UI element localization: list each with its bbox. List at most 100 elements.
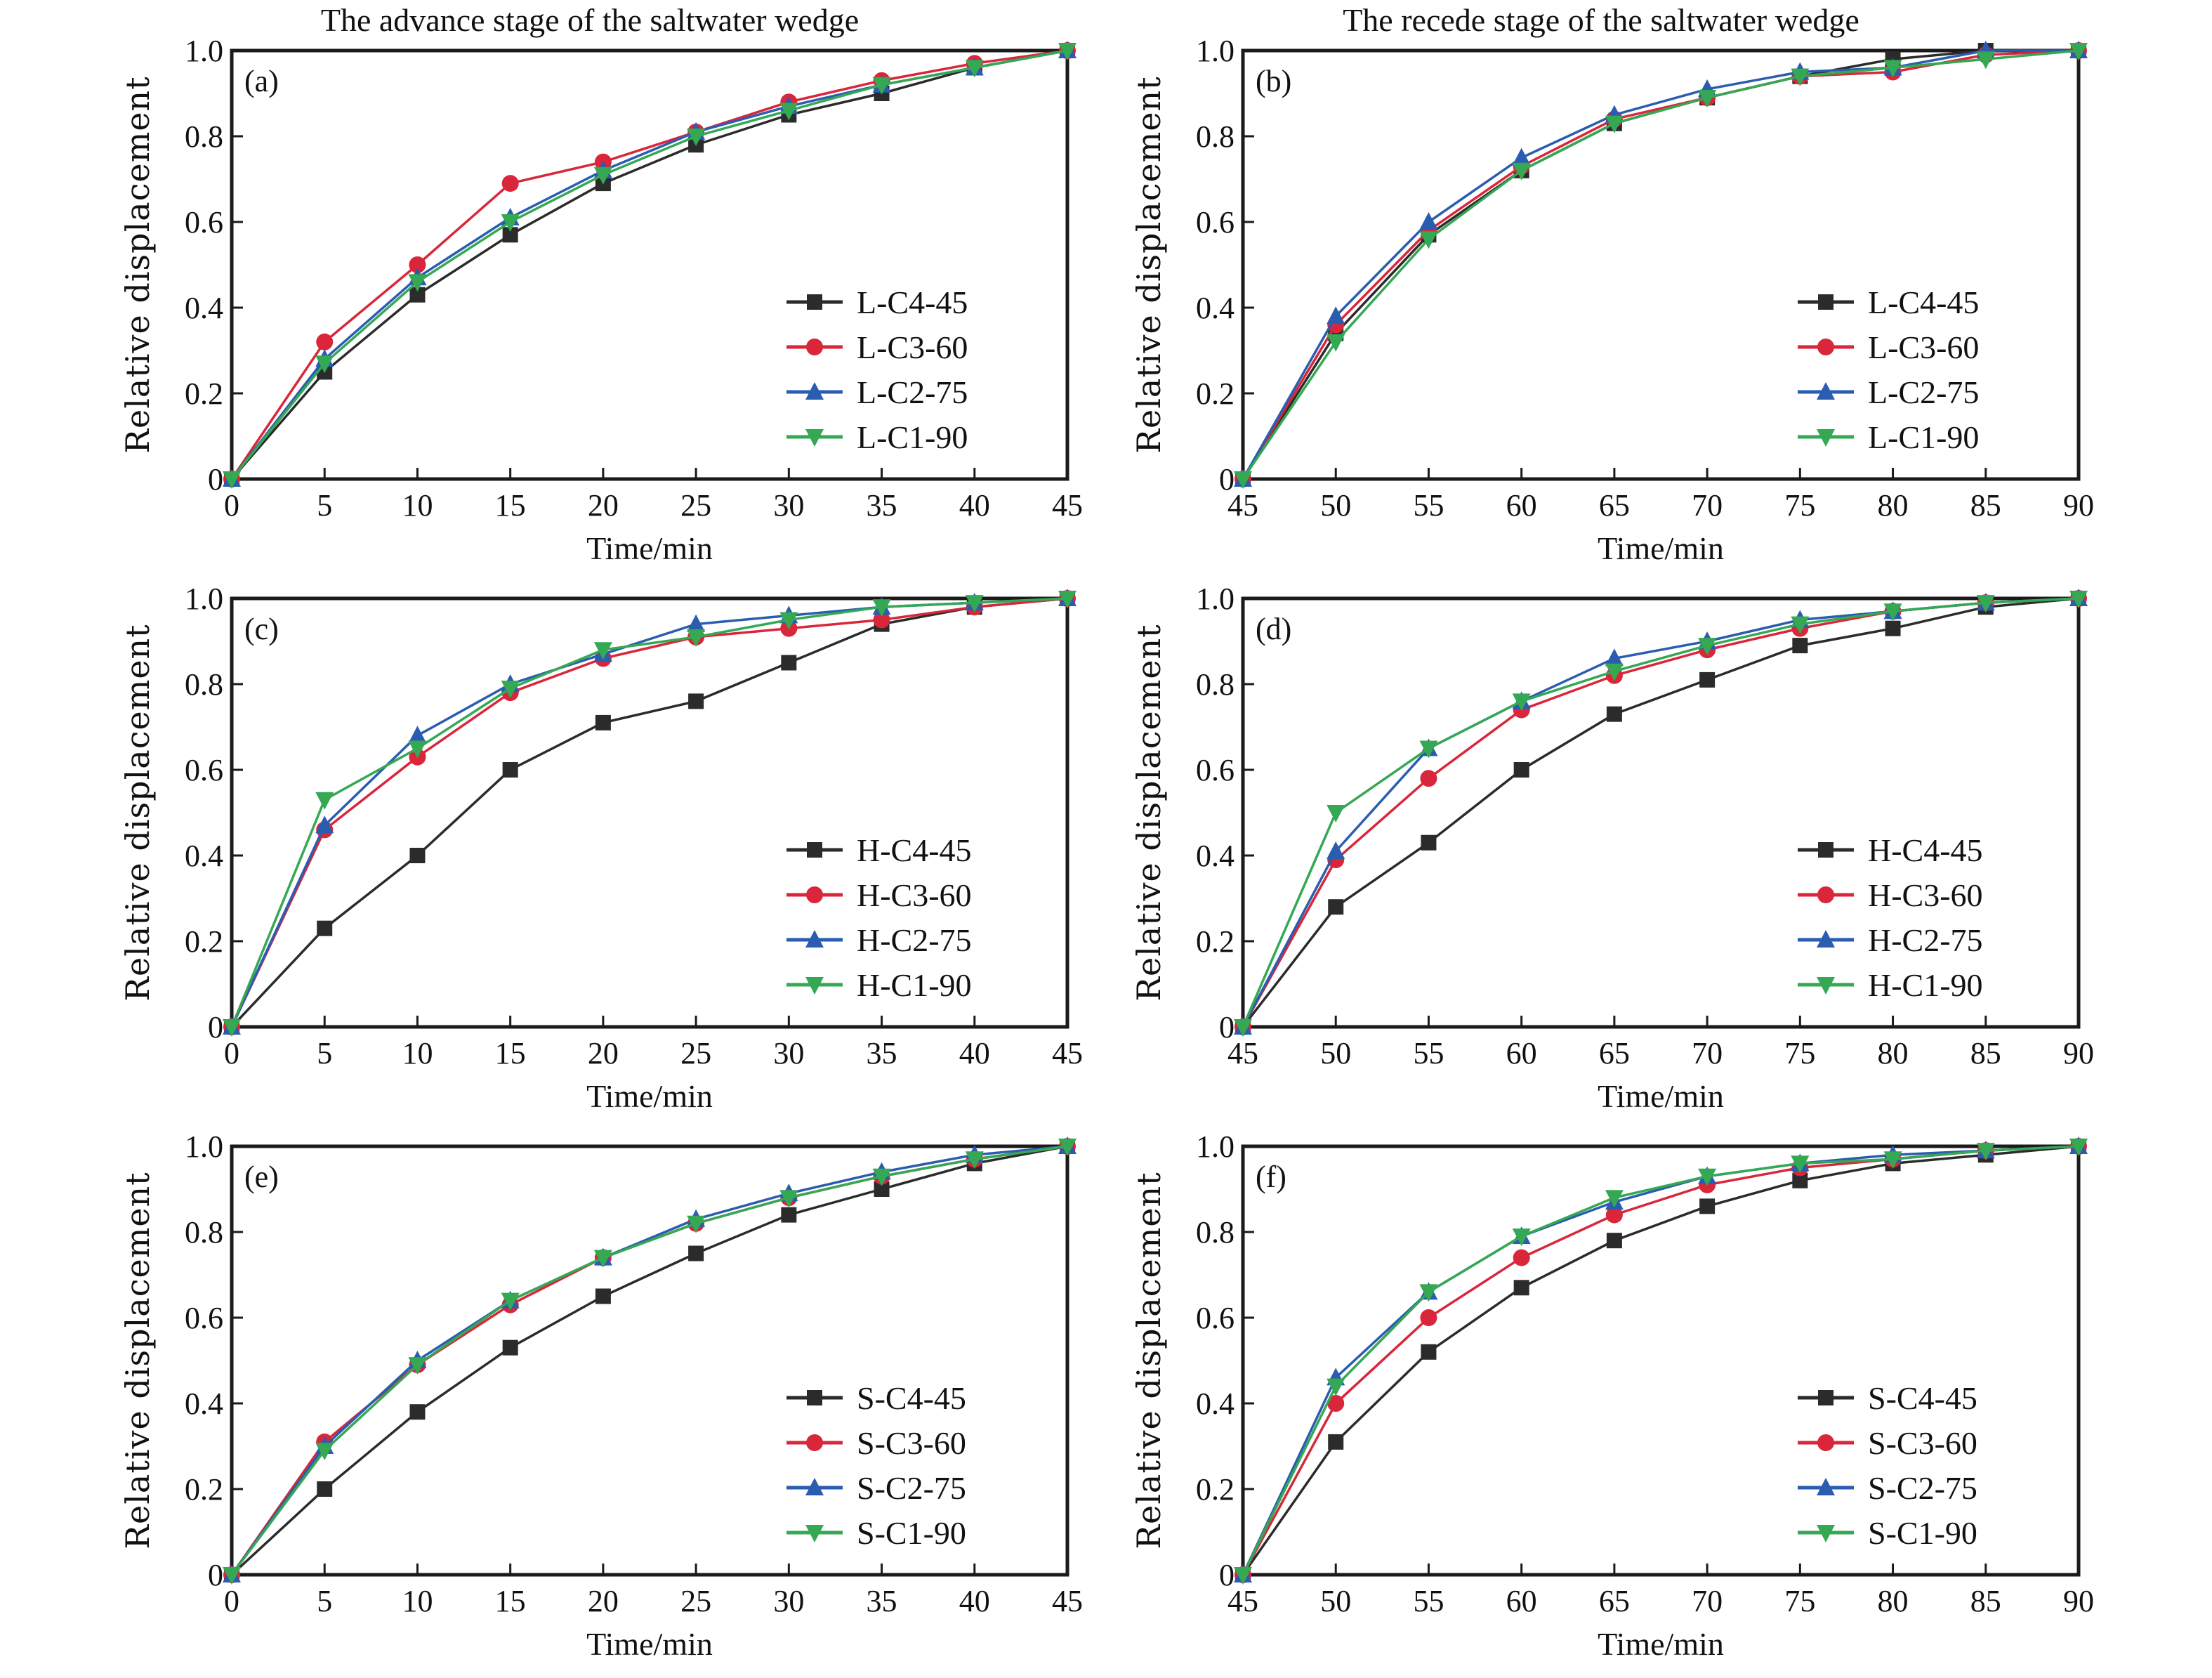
legend-marker [1817,339,1834,355]
x-tick-label: 60 [1506,1584,1537,1618]
data-point [1791,616,1810,634]
data-point [1976,51,1995,70]
data-point [1605,1206,1623,1224]
data-point [779,1190,798,1208]
x-tick-label: 80 [1878,488,1909,523]
data-point [1883,1151,1902,1169]
data-point [1698,90,1717,108]
legend-label: S-C4-45 [1868,1380,1977,1416]
data-point [1326,805,1345,822]
data-point [315,1443,334,1461]
series-line [1242,597,2079,1028]
data-point [1234,1567,1252,1585]
x-tick-label: 70 [1692,1584,1723,1618]
x-tick-label: 0 [224,1036,239,1070]
x-tick-label: 90 [2063,488,2094,523]
legend-label: L-C4-45 [857,284,968,320]
x-tick-label: 60 [1506,1036,1537,1070]
data-point [595,1288,611,1304]
data-point [502,1339,518,1356]
series-line [230,597,1068,1028]
data-point [408,1357,427,1375]
data-point [2069,591,2088,608]
y-axis-label: Relative displacement [119,624,157,1001]
data-point [501,175,519,192]
legend-item: S-C2-75 [786,1470,966,1506]
legend-marker [1818,842,1834,858]
legend-item: L-C1-90 [786,419,968,455]
x-tick-label: 20 [588,488,619,523]
legend-item: H-C3-60 [786,877,972,913]
x-tick-label: 45 [1052,1036,1083,1070]
x-tick-label: 10 [402,1584,433,1618]
legend-marker [807,294,822,310]
data-point [1792,1172,1808,1188]
x-tick-label: 45 [1227,488,1258,523]
y-tick-label: 1.0 [1196,34,1235,68]
legend-label: H-C1-90 [857,967,972,1003]
legend-label: L-C3-60 [1868,329,1979,365]
x-tick-label: 70 [1692,1036,1723,1070]
y-tick-label: 0.8 [1196,119,1235,154]
legend-label: H-C3-60 [857,877,972,913]
legend-item: L-C4-45 [1798,284,1979,320]
series-line [1242,49,2079,480]
data-point [965,1151,984,1169]
data-point [687,629,706,647]
y-axis-label: Relative displacement [119,1172,157,1549]
data-point [409,848,426,863]
data-point [501,214,520,232]
column-title-recede: The recede stage of the saltwater wedge [1343,2,1859,38]
data-point [1421,1344,1437,1360]
data-point [965,60,984,78]
data-point [408,740,427,759]
data-point [1326,334,1345,352]
data-point [1419,212,1438,230]
legend-label: S-C3-60 [1868,1425,1977,1461]
legend-item: H-C4-45 [1798,832,1983,868]
legend-marker [805,930,824,948]
x-tick-label: 45 [1227,1036,1258,1070]
y-tick-label: 0 [1219,462,1235,497]
plot-frame [230,48,1069,481]
x-tick-label: 70 [1692,488,1723,523]
legend-marker [1817,930,1835,948]
legend-marker [1817,1478,1835,1495]
legend-marker [1818,294,1834,310]
data-point [1791,1155,1810,1174]
panel-label: (c) [244,612,279,646]
data-point [1512,148,1531,166]
legend-label: H-C2-75 [857,922,972,958]
data-point [1512,162,1531,181]
plot-frame [1241,596,2081,1029]
data-point [1883,603,1902,622]
x-tick-label: 75 [1784,1036,1815,1070]
x-tick-label: 10 [402,1036,433,1070]
legend-label: L-C4-45 [1868,284,1979,320]
x-tick-label: 40 [959,1584,990,1618]
x-tick-label: 15 [495,1584,526,1618]
series-line [230,49,1068,480]
y-tick-label: 0.8 [1196,667,1235,702]
legend-item: L-C3-60 [1798,329,1979,365]
legend-label: S-C2-75 [857,1470,966,1506]
y-tick-label: 0.2 [1196,376,1235,411]
data-point [501,681,520,699]
data-point [593,1250,612,1268]
data-point [781,1207,797,1223]
data-point [781,655,797,671]
series-line [1242,1145,2079,1575]
panel-label: (d) [1256,612,1291,646]
series-line [1242,1145,2079,1575]
series-L-C1-90 [1234,43,2088,489]
y-tick-label: 0.4 [185,1387,223,1421]
data-point [1698,1168,1717,1186]
series-line [1242,49,2079,480]
legend-label: S-C2-75 [1868,1470,1977,1506]
data-point [1792,638,1808,654]
x-tick-label: 80 [1878,1036,1909,1070]
data-point [1328,899,1344,915]
x-tick-label: 25 [680,1036,711,1070]
x-tick-label: 65 [1599,1584,1630,1618]
legend-label: L-C2-75 [857,374,968,410]
